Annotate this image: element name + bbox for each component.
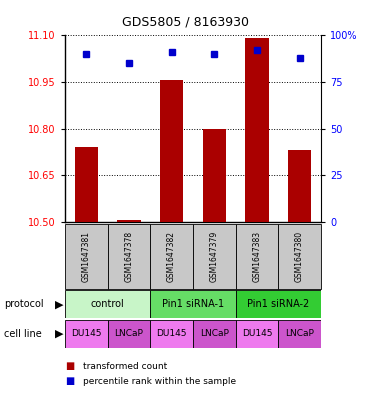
Bar: [65, 290, 150, 318]
Text: ▶: ▶: [55, 329, 63, 339]
Text: GSM1647383: GSM1647383: [252, 231, 262, 282]
Text: GSM1647378: GSM1647378: [124, 231, 134, 282]
Bar: [117, 220, 141, 222]
Text: ■: ■: [65, 361, 74, 371]
Bar: [65, 320, 108, 348]
Text: protocol: protocol: [4, 299, 43, 309]
Bar: [65, 224, 108, 289]
Text: LNCaP: LNCaP: [115, 329, 143, 338]
Bar: [150, 224, 193, 289]
Text: GSM1647382: GSM1647382: [167, 231, 176, 282]
Bar: [236, 224, 278, 289]
Bar: [245, 39, 269, 222]
Bar: [150, 320, 193, 348]
Bar: [236, 320, 278, 348]
Text: ■: ■: [65, 376, 74, 386]
Text: Pin1 siRNA-1: Pin1 siRNA-1: [162, 299, 224, 309]
Bar: [108, 224, 150, 289]
Bar: [278, 224, 321, 289]
Text: DU145: DU145: [242, 329, 272, 338]
Text: GDS5805 / 8163930: GDS5805 / 8163930: [122, 16, 249, 29]
Text: ▶: ▶: [55, 299, 63, 309]
Text: DU145: DU145: [156, 329, 187, 338]
Bar: [203, 129, 226, 222]
Text: Pin1 siRNA-2: Pin1 siRNA-2: [247, 299, 309, 309]
Text: transformed count: transformed count: [83, 362, 168, 371]
Text: LNCaP: LNCaP: [200, 329, 229, 338]
Text: GSM1647380: GSM1647380: [295, 231, 304, 282]
Bar: [150, 290, 236, 318]
Bar: [193, 224, 236, 289]
Text: LNCaP: LNCaP: [285, 329, 314, 338]
Bar: [75, 147, 98, 222]
Bar: [193, 320, 236, 348]
Text: control: control: [91, 299, 124, 309]
Text: GSM1647379: GSM1647379: [210, 231, 219, 282]
Bar: [278, 320, 321, 348]
Text: DU145: DU145: [71, 329, 102, 338]
Bar: [108, 320, 150, 348]
Text: GSM1647381: GSM1647381: [82, 231, 91, 282]
Bar: [288, 151, 311, 222]
Bar: [236, 290, 321, 318]
Bar: [160, 81, 183, 222]
Text: cell line: cell line: [4, 329, 42, 339]
Text: percentile rank within the sample: percentile rank within the sample: [83, 377, 237, 386]
